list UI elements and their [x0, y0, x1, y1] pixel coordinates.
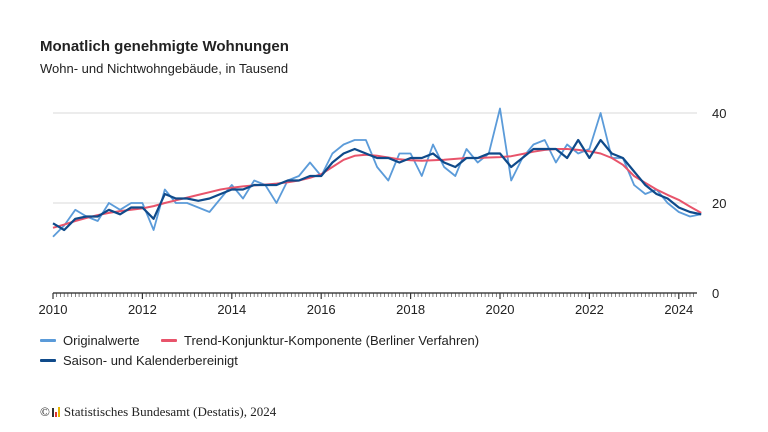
legend-label: Trend-Konjunktur-Komponente (Berliner Ve…	[184, 333, 480, 348]
x-tick-label: 2024	[664, 302, 693, 317]
x-tick-label: 2010	[39, 302, 68, 317]
x-tick-label: 2014	[217, 302, 246, 317]
x-tick-label: 2016	[307, 302, 336, 317]
copyright-icon: ©	[40, 404, 50, 419]
series-line-original	[52, 107, 702, 238]
legend-swatch	[161, 339, 177, 342]
destatis-logo-icon	[51, 407, 60, 417]
x-tick-label: 2012	[128, 302, 157, 317]
legend-item-trend: Trend-Konjunktur-Komponente (Berliner Ve…	[161, 333, 479, 348]
chart-title: Monatlich genehmigte Wohnungen	[40, 38, 289, 55]
x-tick-label: 2018	[396, 302, 425, 317]
x-tick-label: 2022	[575, 302, 604, 317]
chart-subtitle: Wohn- und Nichtwohngebäude, in Tausend	[40, 61, 289, 76]
legend-label: Saison- und Kalenderbereinigt	[63, 353, 238, 368]
y-tick-label: 20	[712, 196, 726, 211]
y-tick-label: 0	[712, 286, 719, 301]
legend-item-seasonally-adjusted: Saison- und Kalenderbereinigt	[40, 353, 238, 368]
x-tick-label: 2020	[486, 302, 515, 317]
y-tick-label: 40	[712, 106, 726, 121]
series-line-seasonally-adjusted	[52, 138, 702, 232]
legend-label: Originalwerte	[63, 333, 140, 348]
source-note: © Statistisches Bundesamt (Destatis), 20…	[40, 404, 276, 420]
source-text: Statistisches Bundesamt (Destatis), 2024	[63, 404, 277, 419]
legend-swatch	[40, 339, 56, 342]
legend-swatch	[40, 359, 56, 362]
legend-item-original: Originalwerte	[40, 333, 140, 348]
